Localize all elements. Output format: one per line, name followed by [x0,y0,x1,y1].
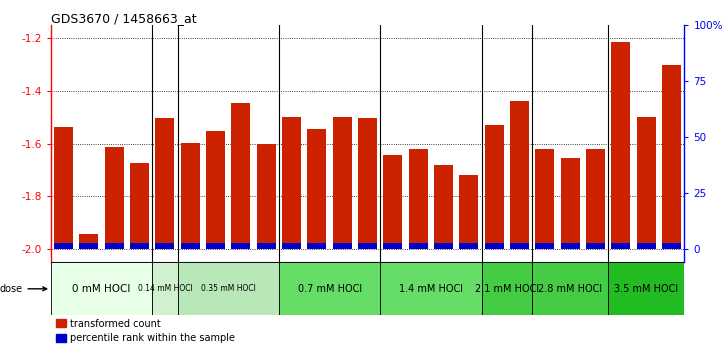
Bar [257,144,276,249]
Text: 0.7 mM HOCl: 0.7 mM HOCl [298,284,362,294]
Bar [105,147,124,249]
Bar [637,244,656,249]
Bar [257,244,276,249]
Bar [130,162,149,249]
Bar [333,244,352,249]
Bar [152,262,178,315]
Bar [156,118,175,249]
Bar [307,244,326,249]
Bar [380,262,482,315]
Bar [536,149,555,249]
Text: 3.5 mM HOCl: 3.5 mM HOCl [614,284,678,294]
Bar [54,127,73,249]
Bar [279,262,380,315]
Text: 0.35 mM HOCl: 0.35 mM HOCl [201,284,256,293]
Bar [434,244,453,249]
Bar [532,262,609,315]
Text: 0 mM HOCl: 0 mM HOCl [73,284,131,294]
Bar [662,65,681,249]
Bar [510,244,529,249]
Bar [181,244,199,249]
Bar [662,244,681,249]
Bar [307,129,326,249]
Bar [586,244,605,249]
Bar [384,155,403,249]
Bar [510,101,529,249]
Text: GDS3670 / 1458663_at: GDS3670 / 1458663_at [51,12,197,25]
Bar [434,165,453,249]
Bar [105,244,124,249]
Bar [459,244,478,249]
Bar [79,234,98,249]
Bar [485,244,504,249]
Bar [130,244,149,249]
Bar [282,244,301,249]
Bar [409,149,428,249]
Bar [485,125,504,249]
Bar [561,244,579,249]
Text: 1.4 mM HOCl: 1.4 mM HOCl [399,284,463,294]
Bar [561,158,579,249]
Bar [333,117,352,249]
Text: 2.1 mM HOCl: 2.1 mM HOCl [475,284,539,294]
Bar [206,131,225,249]
Text: 2.8 mM HOCl: 2.8 mM HOCl [538,284,602,294]
Bar [206,244,225,249]
Bar [409,244,428,249]
Bar [384,244,403,249]
Bar [156,244,175,249]
Bar [181,143,199,249]
Bar [536,244,555,249]
Bar [482,262,532,315]
Bar [358,244,377,249]
Bar [51,262,152,315]
Bar [612,244,630,249]
Bar [232,103,250,249]
Bar [178,262,279,315]
Bar [282,117,301,249]
Text: dose: dose [0,284,47,294]
Bar [54,244,73,249]
Bar [612,42,630,249]
Bar [232,244,250,249]
Bar [79,244,98,249]
Bar [358,118,377,249]
Text: 0.14 mM HOCl: 0.14 mM HOCl [138,284,192,293]
Legend: transformed count, percentile rank within the sample: transformed count, percentile rank withi… [56,319,235,343]
Bar [637,117,656,249]
Bar [459,175,478,249]
Bar [586,149,605,249]
Bar [609,262,684,315]
